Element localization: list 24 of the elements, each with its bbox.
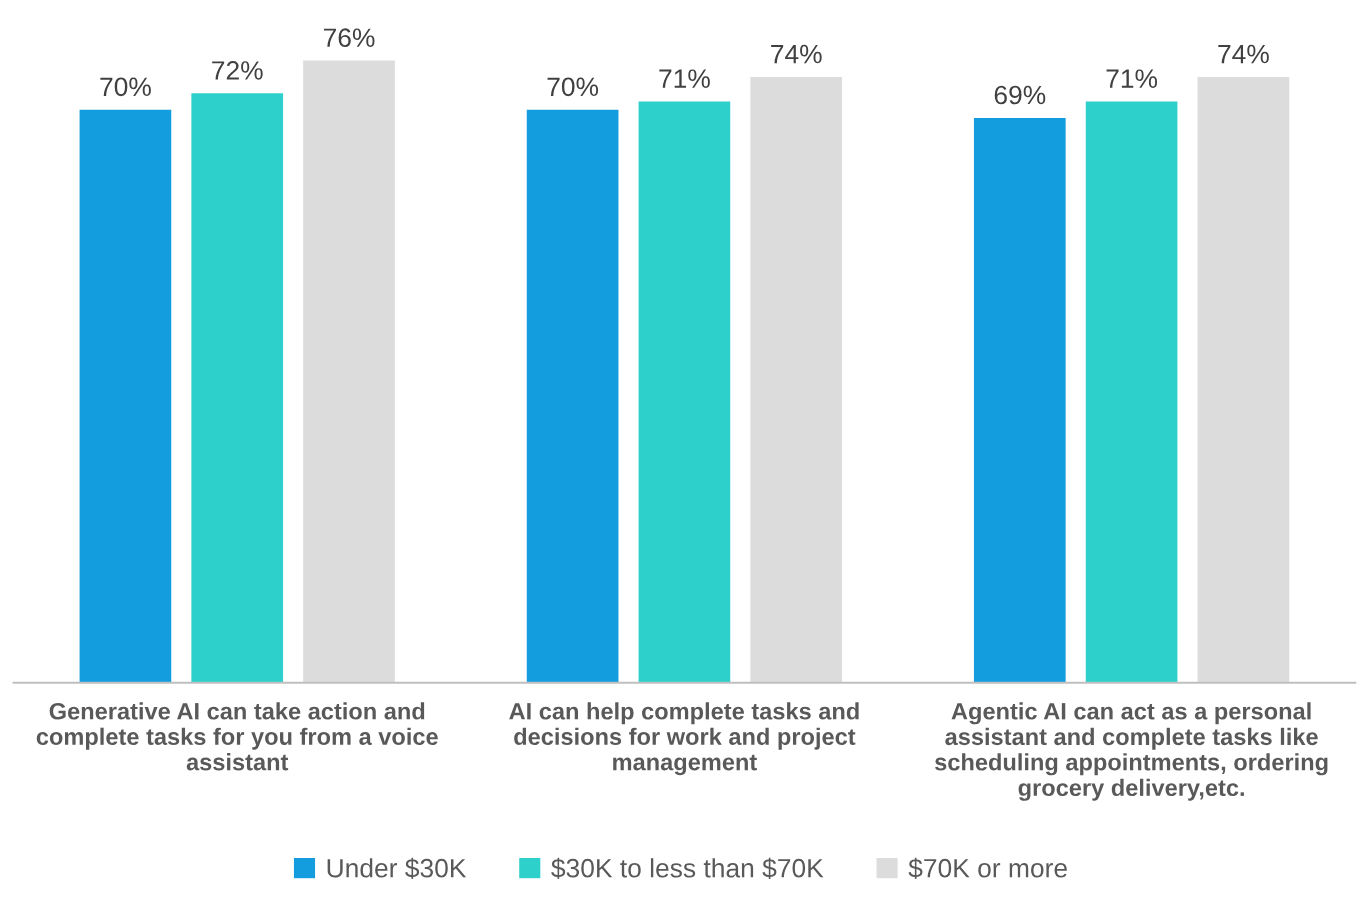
bar bbox=[973, 117, 1066, 683]
bar bbox=[1085, 101, 1178, 683]
data-label: 74% bbox=[1218, 44, 1269, 64]
x-tick-label: AI can help complete tasks and decisions for work and project management bbox=[509, 702, 859, 776]
x-tick-label: Agentic AI can act as a personal assistant and complete tasks like scheduling appointments, ordering grocery delivery,etc. bbox=[935, 702, 1328, 801]
bar bbox=[303, 60, 395, 683]
data-label: 72% bbox=[212, 61, 263, 80]
legend-label: $30K to less than $70K bbox=[551, 857, 824, 880]
bar bbox=[79, 109, 172, 683]
bar bbox=[1197, 76, 1290, 683]
legend-label: Under $30K bbox=[327, 857, 467, 880]
bar bbox=[526, 109, 619, 683]
data-label: 71% bbox=[659, 69, 710, 88]
legend-label: $70K or more bbox=[908, 857, 1067, 880]
bar bbox=[191, 93, 284, 683]
bar bbox=[638, 101, 731, 683]
data-label: 69% bbox=[994, 85, 1046, 105]
data-label: 76% bbox=[323, 28, 375, 48]
data-label: 74% bbox=[771, 44, 822, 64]
data-label: 70% bbox=[100, 77, 151, 97]
data-label: 71% bbox=[1106, 69, 1158, 88]
data-label: 70% bbox=[547, 77, 599, 97]
bar bbox=[750, 76, 843, 683]
x-tick-label: Generative AI can take action and complete tasks for you from a voice assistant bbox=[36, 702, 438, 771]
